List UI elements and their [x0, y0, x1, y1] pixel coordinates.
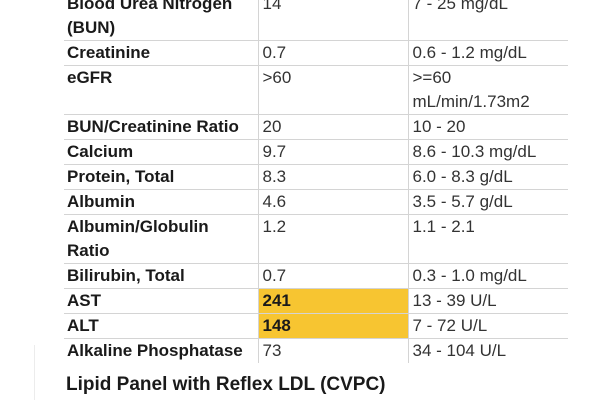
table-row: Albumin 4.6 3.5 - 5.7 g/dL: [64, 189, 568, 215]
test-value: 4.6: [257, 189, 408, 215]
section-heading-lipid-panel: Lipid Panel with Reflex LDL (CVPC): [66, 374, 386, 395]
table-row: Blood Urea Nitrogen (BUN) 14 7 - 25 mg/d…: [64, 0, 568, 41]
test-value: 1.2: [257, 214, 408, 264]
test-value: 0.7: [257, 40, 408, 66]
table-row: Calcium 9.7 8.6 - 10.3 mg/dL: [64, 139, 568, 165]
results-table: Blood Urea Nitrogen (BUN) 14 7 - 25 mg/d…: [64, 0, 568, 363]
test-value: 0.7: [257, 263, 408, 289]
reference-range: 34 - 104 U/L: [407, 338, 568, 363]
reference-range: 7 - 72 U/L: [407, 313, 568, 339]
reference-range: 7 - 25 mg/dL: [407, 0, 568, 41]
test-name: Blood Urea Nitrogen (BUN): [64, 0, 258, 41]
test-name: ALT: [64, 313, 258, 339]
test-value: 14: [257, 0, 408, 41]
table-row: BUN/Creatinine Ratio 20 10 - 20: [64, 114, 568, 140]
reference-range: 1.1 - 2.1: [407, 214, 568, 264]
test-value-flagged: 241: [257, 288, 408, 314]
reference-range: 10 - 20: [407, 114, 568, 140]
test-value: 8.3: [257, 164, 408, 190]
table-row: Bilirubin, Total 0.7 0.3 - 1.0 mg/dL: [64, 263, 568, 289]
test-name: Calcium: [64, 139, 258, 165]
test-name: Protein, Total: [64, 164, 258, 190]
table-row: Creatinine 0.7 0.6 - 1.2 mg/dL: [64, 40, 568, 66]
table-row: Alkaline Phosphatase 73 34 - 104 U/L: [64, 338, 568, 363]
margin-divider: [34, 345, 35, 400]
test-value: >60: [257, 65, 408, 115]
test-value-flagged: 148: [257, 313, 408, 339]
table-row: Albumin/Globulin Ratio 1.2 1.1 - 2.1: [64, 214, 568, 264]
reference-range: 0.6 - 1.2 mg/dL: [407, 40, 568, 66]
test-value: 9.7: [257, 139, 408, 165]
test-value: 73: [257, 338, 408, 363]
test-name: eGFR: [64, 65, 258, 115]
reference-range: 0.3 - 1.0 mg/dL: [407, 263, 568, 289]
reference-range: 13 - 39 U/L: [407, 288, 568, 314]
test-name: Bilirubin, Total: [64, 263, 258, 289]
reference-range: 8.6 - 10.3 mg/dL: [407, 139, 568, 165]
reference-range: 6.0 - 8.3 g/dL: [407, 164, 568, 190]
table-row-flagged: AST 241 13 - 39 U/L: [64, 288, 568, 314]
test-value: 20: [257, 114, 408, 140]
results-table-body: Blood Urea Nitrogen (BUN) 14 7 - 25 mg/d…: [64, 0, 568, 363]
table-row-flagged: ALT 148 7 - 72 U/L: [64, 313, 568, 339]
test-name: AST: [64, 288, 258, 314]
table-row: Protein, Total 8.3 6.0 - 8.3 g/dL: [64, 164, 568, 190]
test-name: Albumin/Globulin Ratio: [64, 214, 258, 264]
test-name: Albumin: [64, 189, 258, 215]
test-name: Creatinine: [64, 40, 258, 66]
table-row: eGFR >60 >=60 mL/min/1.73m2: [64, 65, 568, 115]
reference-range: >=60 mL/min/1.73m2: [407, 65, 568, 115]
reference-range: 3.5 - 5.7 g/dL: [407, 189, 568, 215]
test-name: Alkaline Phosphatase: [67, 341, 243, 360]
test-name: BUN/Creatinine Ratio: [64, 114, 258, 140]
